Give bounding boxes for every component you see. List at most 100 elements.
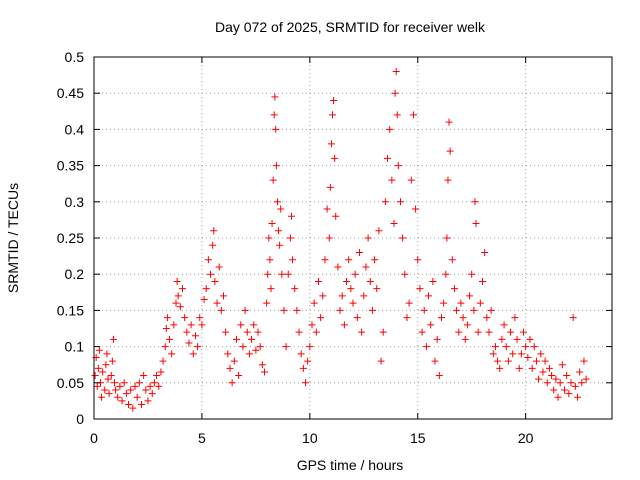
data-point (191, 332, 199, 340)
y-tick-label: 0.5 (65, 49, 85, 65)
data-point (507, 328, 515, 336)
data-point (375, 227, 383, 235)
data-point (122, 390, 130, 398)
data-point (393, 111, 401, 119)
data-point (563, 372, 571, 380)
data-point (209, 241, 217, 249)
data-point (338, 292, 346, 300)
tick-labels: 0 0.05 0.1 0.15 0.2 0.25 0.3 0.35 0.4 0.45 0.5 0 5 10… (57, 49, 534, 446)
data-point (217, 306, 225, 314)
data-point (104, 375, 112, 383)
data-point (146, 382, 154, 390)
y-tick-label: 0.35 (57, 158, 84, 174)
data-point (319, 292, 327, 300)
data-point (107, 372, 115, 380)
data-point (401, 270, 409, 278)
data-point (299, 364, 307, 372)
data-point (453, 306, 461, 314)
data-point (161, 343, 169, 351)
data-point (228, 379, 236, 387)
x-tick-label: 20 (518, 430, 534, 446)
data-point (472, 220, 480, 228)
data-point (470, 306, 478, 314)
data-point (159, 357, 167, 365)
data-point (302, 379, 310, 387)
data-point (144, 397, 152, 405)
data-point (332, 212, 340, 220)
data-point (491, 343, 499, 351)
y-tick-label: 0.2 (65, 266, 85, 282)
data-point (528, 364, 536, 372)
data-point (258, 361, 266, 369)
data-point (377, 357, 385, 365)
data-point (222, 328, 230, 336)
data-point (384, 154, 392, 162)
x-axis-label: GPS time / hours (297, 457, 404, 473)
data-point (483, 314, 491, 322)
data-point (576, 368, 584, 376)
data-point (224, 350, 232, 358)
data-point (539, 368, 547, 376)
data-point (450, 285, 458, 293)
data-point (93, 382, 101, 390)
data-point (127, 386, 135, 394)
data-point (498, 335, 506, 343)
data-point (237, 321, 245, 329)
data-point (455, 328, 463, 336)
data-point (99, 368, 107, 376)
data-point (463, 321, 471, 329)
data-point (170, 321, 178, 329)
data-point (331, 154, 339, 162)
data-point (435, 372, 443, 380)
data-point (373, 285, 381, 293)
data-point (215, 263, 223, 271)
data-point (561, 386, 569, 394)
data-point (336, 306, 344, 314)
axis-ticks (93, 56, 612, 420)
data-point (347, 285, 355, 293)
data-point (94, 364, 102, 372)
data-point (267, 285, 275, 293)
data-point (150, 379, 158, 387)
x-tick-label: 15 (410, 430, 426, 446)
data-point (433, 335, 441, 343)
data-point (163, 314, 171, 322)
data-point (327, 140, 335, 148)
data-point (101, 386, 109, 394)
data-point (345, 256, 353, 264)
data-point (511, 314, 519, 322)
data-point (343, 277, 351, 285)
data-point (504, 357, 512, 365)
y-tick-label: 0.45 (57, 85, 84, 101)
data-point (269, 176, 277, 184)
data-point (168, 350, 176, 358)
data-point (399, 234, 407, 242)
data-points (91, 67, 590, 412)
data-point (125, 401, 133, 409)
data-point (118, 397, 126, 405)
data-point (178, 285, 186, 293)
data-point (520, 328, 528, 336)
data-point (425, 292, 433, 300)
data-point (102, 361, 110, 369)
data-point (278, 270, 286, 278)
data-point (276, 241, 284, 249)
data-point (386, 125, 394, 133)
data-point (148, 390, 156, 398)
data-point (364, 234, 372, 242)
data-point (362, 263, 370, 271)
data-point (543, 379, 551, 387)
data-point (103, 350, 111, 358)
data-point (189, 350, 197, 358)
y-tick-label: 0 (76, 411, 84, 427)
data-point (403, 314, 411, 322)
data-point (541, 357, 549, 365)
data-point (112, 386, 120, 394)
data-point (275, 227, 283, 235)
data-point (396, 198, 404, 206)
data-point (360, 292, 368, 300)
data-point (270, 111, 278, 119)
data-point (427, 321, 435, 329)
data-point (277, 205, 285, 213)
data-point (308, 321, 316, 329)
